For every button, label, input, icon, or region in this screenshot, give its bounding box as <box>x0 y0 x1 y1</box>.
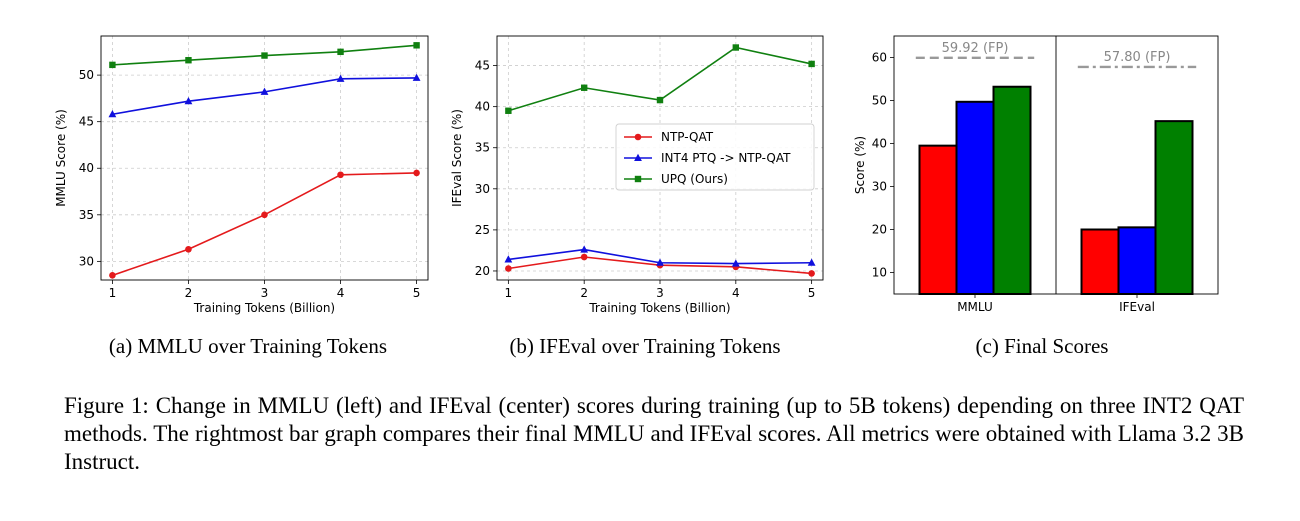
mmlu-y-axis-label: MMLU Score (%) <box>54 109 68 207</box>
fp-reference-label: 59.92 (FP) <box>942 41 1009 56</box>
bar-category-label: IFEval <box>1119 300 1155 314</box>
subcaption-b: (b) IFEval over Training Tokens <box>509 334 780 358</box>
mmlu-point <box>337 48 344 56</box>
figure-caption: Figure 1: Change in MMLU (left) and IFEv… <box>64 393 1244 474</box>
subcaption-a: (a) MMLU over Training Tokens <box>109 334 387 358</box>
mmlu-xtick-label: 4 <box>337 286 345 300</box>
legend-label: INT4 PTQ -> NTP-QAT <box>661 151 791 165</box>
bar-ytick-label: 10 <box>872 266 887 280</box>
mmlu-point <box>413 42 420 49</box>
bar-mmlu-0 <box>918 144 958 295</box>
mmlu-xtick-label: 5 <box>413 286 421 300</box>
bar-ytick-label: 40 <box>872 137 887 151</box>
ifeval-y-axis-label: IFEval Score (%) <box>450 109 464 207</box>
ifeval-ytick-label: 45 <box>475 59 490 73</box>
bar-ytick-label: 60 <box>872 51 887 65</box>
bar-ifeval-2 <box>1154 120 1194 295</box>
ifeval-point <box>580 84 588 91</box>
bar-ytick-label: 20 <box>872 223 887 237</box>
mmlu-point <box>261 52 268 59</box>
bar-mmlu-1 <box>955 100 995 296</box>
mmlu-point <box>336 74 345 82</box>
mmlu-xtick-label: 1 <box>109 286 117 300</box>
final-scores-bar-chart: 10 20 30 40 50 60 MMLU IFEval 59.92 (FP) 57.80 (F… <box>853 35 1219 314</box>
mmlu-xtick-label: 2 <box>185 286 193 300</box>
mmlu-point <box>108 110 117 118</box>
ifeval-ytick-label: 35 <box>475 141 490 155</box>
legend-label: UPQ (Ours) <box>661 172 728 186</box>
mmlu-plot-frame <box>100 35 429 281</box>
fp-reference-label: 57.80 (FP) <box>1104 50 1171 65</box>
bar-y-axis-label: Score (%) <box>853 136 867 194</box>
bar-ifeval-0 <box>1080 228 1120 295</box>
mmlu-point <box>109 272 116 279</box>
bar-mmlu-2 <box>992 85 1032 295</box>
mmlu-point <box>260 87 269 95</box>
mmlu-point <box>185 57 192 64</box>
ifeval-point <box>505 107 512 114</box>
ifeval-plot-frame <box>496 35 824 281</box>
legend-label: NTP-QAT <box>661 130 714 144</box>
mmlu-x-axis-label: Training Tokens (Billion) <box>193 301 335 315</box>
ifeval-point <box>580 253 588 261</box>
mmlu-point <box>412 73 421 81</box>
legend-marker <box>634 153 642 161</box>
legend-box <box>615 123 815 191</box>
mmlu-ytick-label: 30 <box>79 254 94 268</box>
mmlu-point <box>185 245 192 253</box>
legend-marker <box>634 133 642 141</box>
ifeval-point <box>808 270 815 277</box>
legend-marker <box>634 175 642 183</box>
ifeval-point <box>732 44 740 51</box>
ifeval-point <box>504 255 513 263</box>
ifeval-ytick-label: 20 <box>475 264 490 278</box>
ifeval-xtick-label: 1 <box>505 286 513 300</box>
ifeval-point <box>808 60 815 68</box>
ifeval-point <box>656 258 664 266</box>
mmlu-xtick-label: 3 <box>261 286 269 300</box>
ifeval-xtick-label: 3 <box>656 286 664 300</box>
mmlu-ytick-label: 45 <box>79 115 94 129</box>
mmlu-point <box>261 211 268 219</box>
mmlu-point <box>109 61 116 69</box>
mmlu-ytick-label: 35 <box>79 208 94 222</box>
ifeval-xtick-label: 5 <box>808 286 816 300</box>
bar-ytick-label: 50 <box>872 94 887 108</box>
mmlu-ytick-label: 50 <box>79 68 94 82</box>
subcaption-c: (c) Final Scores <box>976 334 1109 358</box>
ifeval-point <box>505 265 512 272</box>
ifeval-ytick-label: 30 <box>475 182 490 196</box>
mmlu-ytick-label: 40 <box>79 161 94 175</box>
bar-plot-frame <box>893 35 1219 295</box>
mmlu-point <box>337 171 344 179</box>
bar-category-label: MMLU <box>957 300 993 314</box>
ifeval-xtick-label: 2 <box>580 286 588 300</box>
ifeval-point <box>656 96 664 104</box>
bar-ytick-label: 30 <box>872 180 887 194</box>
ifeval-x-axis-label: Training Tokens (Billion) <box>588 301 730 315</box>
mmlu-point <box>413 169 420 177</box>
bar-ifeval-1 <box>1117 226 1157 296</box>
mmlu-point <box>184 96 193 105</box>
ifeval-point <box>807 258 816 266</box>
ifeval-point <box>580 245 589 253</box>
ifeval-xtick-label: 4 <box>732 286 740 300</box>
ifeval-ytick-label: 40 <box>475 100 490 114</box>
ifeval-ytick-label: 25 <box>475 223 490 237</box>
ifeval-point <box>731 259 740 267</box>
